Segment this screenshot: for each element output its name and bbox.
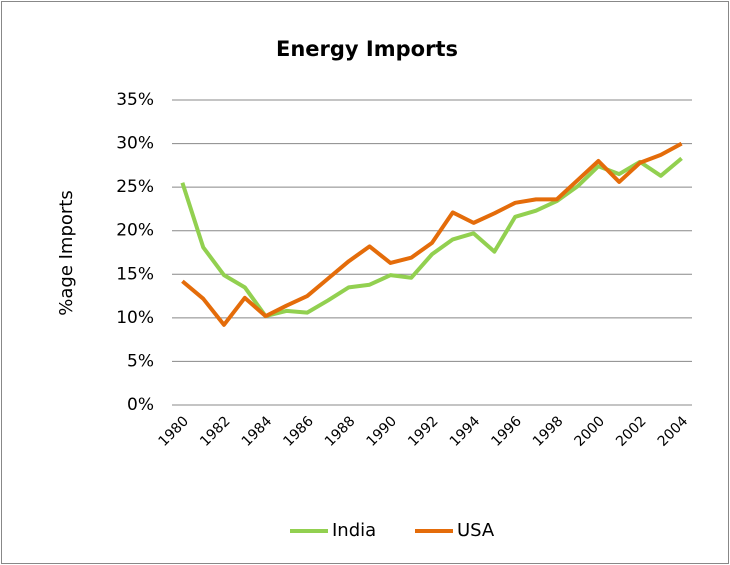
y-tick-label: 5% bbox=[127, 351, 154, 371]
y-tick-label: 10% bbox=[116, 308, 154, 328]
y-tick-label: 30% bbox=[116, 134, 154, 154]
y-axis-label: %age Imports bbox=[56, 190, 77, 315]
y-tick-label: 25% bbox=[116, 177, 154, 197]
y-tick-label: 0% bbox=[127, 395, 154, 415]
y-tick-label: 20% bbox=[116, 221, 154, 241]
y-tick-label: 15% bbox=[116, 264, 154, 284]
legend-label: USA bbox=[457, 520, 495, 541]
chart-title: Energy Imports bbox=[276, 37, 458, 61]
y-tick-label: 35% bbox=[116, 90, 154, 110]
legend-label: India bbox=[332, 520, 376, 541]
data-line bbox=[181, 141, 683, 327]
